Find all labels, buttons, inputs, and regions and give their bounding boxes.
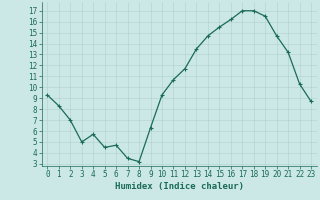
X-axis label: Humidex (Indice chaleur): Humidex (Indice chaleur) [115,182,244,191]
